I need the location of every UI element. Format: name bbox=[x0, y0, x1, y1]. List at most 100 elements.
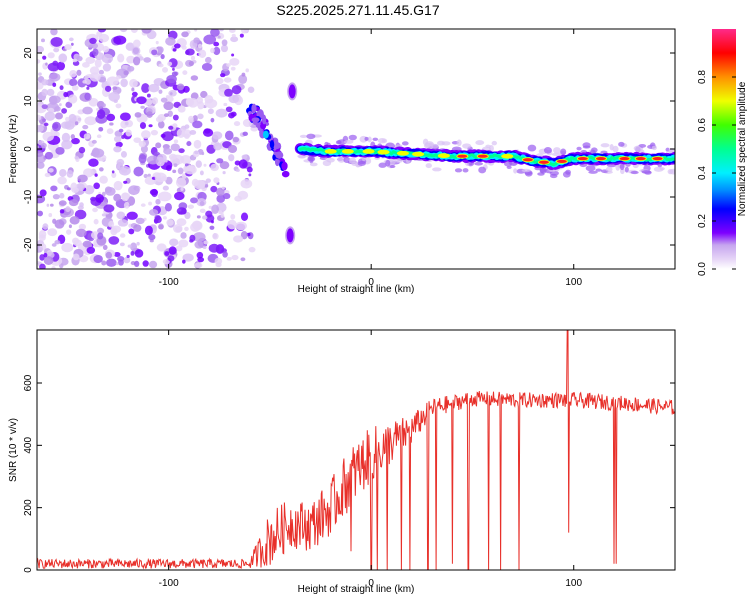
chirp-blob bbox=[251, 117, 260, 123]
noise-speckle-blob bbox=[222, 171, 226, 175]
noise-speckle-blob bbox=[194, 29, 198, 32]
noise-speckle-blob bbox=[101, 53, 114, 64]
signal-hotspot-yellow bbox=[437, 153, 450, 159]
noise-speckle-blob bbox=[71, 137, 80, 145]
noise-speckle-blob bbox=[204, 184, 209, 188]
signal-hotspot-red bbox=[619, 157, 630, 161]
noise-speckle-blob bbox=[194, 240, 204, 249]
noise-speckle-blob bbox=[230, 213, 236, 220]
noise-speckle-blob bbox=[91, 139, 97, 144]
noise-speckle-blob bbox=[117, 53, 125, 63]
noise-speckle-blob bbox=[96, 100, 105, 109]
noise-speckle-blob bbox=[175, 177, 187, 188]
y-tick-label: 0 bbox=[23, 146, 34, 152]
noise-speckle-blob bbox=[133, 137, 142, 143]
noise-speckle-blob bbox=[167, 61, 173, 67]
signal-halo-blob bbox=[389, 165, 396, 169]
chirp-core-blob bbox=[262, 130, 269, 139]
noise-speckle-blob bbox=[84, 92, 91, 101]
snr-frame bbox=[36, 329, 676, 571]
noise-speckle-blob bbox=[200, 90, 208, 98]
noise-speckle-blob bbox=[176, 128, 186, 138]
signal-halo-blob bbox=[521, 168, 531, 173]
noise-speckle-blob bbox=[44, 111, 56, 121]
noise-speckle-blob bbox=[238, 74, 248, 85]
noise-speckle-blob bbox=[182, 259, 186, 264]
signal-halo-blob bbox=[576, 146, 582, 151]
noise-speckle-blob bbox=[58, 53, 68, 63]
noise-speckle-blob bbox=[50, 29, 58, 36]
noise-speckle-blob bbox=[231, 33, 236, 38]
chart-title: S225.2025.271.11.45.G17 bbox=[276, 2, 439, 18]
noise-speckle-blob bbox=[86, 246, 96, 254]
noise-speckle-blob bbox=[106, 258, 117, 267]
snr-y-axis: 0 200 400 600 bbox=[23, 374, 675, 573]
signal-halo-blob bbox=[612, 145, 619, 153]
noise-speckle-blob bbox=[168, 125, 174, 130]
noise-speckle-blob bbox=[172, 67, 175, 71]
noise-speckle-blob bbox=[224, 130, 234, 141]
signal-halo-blob bbox=[475, 140, 485, 146]
noise-speckle-blob bbox=[71, 85, 79, 91]
noise-speckle-blob bbox=[83, 133, 91, 140]
signal-hotspot-red bbox=[577, 157, 588, 161]
noise-speckle-blob bbox=[132, 56, 141, 66]
noise-speckle-blob bbox=[208, 243, 220, 253]
signal-halo-blob bbox=[630, 170, 639, 175]
noise-speckle-blob bbox=[118, 128, 124, 133]
noise-speckle-blob bbox=[97, 227, 105, 235]
noise-speckle-blob bbox=[37, 161, 45, 169]
noise-speckle-blob bbox=[166, 74, 177, 84]
noise-speckle-blob bbox=[138, 140, 146, 148]
noise-speckle-blob bbox=[43, 122, 49, 127]
noise-speckle-blob bbox=[196, 96, 204, 104]
signal-halo-blob bbox=[588, 170, 598, 174]
noise-speckle-blob bbox=[157, 191, 172, 202]
noise-speckle-blob bbox=[172, 123, 178, 128]
chirp-blob bbox=[281, 161, 288, 171]
noise-speckle-blob bbox=[238, 159, 248, 169]
noise-speckle-blob bbox=[248, 173, 252, 177]
colorbar-tick-label: 0.8 bbox=[697, 70, 708, 84]
heatmap-x-label: Height of straight line (km) bbox=[298, 284, 415, 295]
noise-speckle-blob bbox=[68, 37, 74, 42]
y-tick-label: 200 bbox=[23, 499, 34, 516]
noise-speckle-blob bbox=[102, 63, 112, 72]
noise-speckle-blob bbox=[165, 176, 173, 185]
noise-speckle-blob bbox=[146, 155, 160, 165]
noise-speckle-blob bbox=[172, 224, 183, 233]
noise-speckle-blob bbox=[163, 101, 174, 111]
x-tick-label: 100 bbox=[565, 277, 582, 288]
noise-speckle-blob bbox=[43, 256, 54, 265]
noise-speckle-blob bbox=[150, 129, 159, 136]
noise-speckle-blob bbox=[98, 157, 103, 162]
noise-speckle-blob bbox=[205, 56, 212, 64]
noise-speckle-blob bbox=[197, 43, 203, 49]
noise-speckle-blob bbox=[161, 131, 174, 142]
noise-speckle-blob bbox=[247, 86, 255, 93]
noise-speckle-blob bbox=[177, 105, 186, 113]
noise-speckle-blob bbox=[188, 60, 195, 67]
y-tick-label: -20 bbox=[23, 237, 34, 252]
noise-speckle-blob bbox=[46, 88, 55, 97]
noise-speckle-blob bbox=[131, 91, 138, 97]
noise-speckle-blob bbox=[164, 202, 172, 212]
snr-series-line bbox=[37, 330, 675, 570]
noise-speckle-blob bbox=[115, 75, 122, 80]
noise-speckle-blob bbox=[115, 262, 119, 266]
signal-halo-blob bbox=[582, 145, 591, 149]
noise-speckle-blob bbox=[101, 260, 107, 266]
signal-halo-blob bbox=[641, 170, 652, 174]
signal-halo-blob bbox=[456, 139, 462, 147]
noise-speckle-blob bbox=[74, 121, 79, 126]
noise-speckle-blob bbox=[211, 204, 219, 215]
noise-speckle-blob bbox=[96, 30, 103, 37]
signal-halo-blob bbox=[343, 157, 351, 164]
noise-speckle-blob bbox=[205, 178, 212, 183]
noise-speckle-blob bbox=[113, 180, 123, 191]
noise-speckle-blob bbox=[152, 97, 159, 105]
noise-speckle-blob bbox=[86, 86, 90, 90]
chirp-blob bbox=[275, 151, 284, 159]
noise-speckle-blob bbox=[61, 242, 74, 253]
noise-speckle-blob bbox=[184, 211, 191, 220]
